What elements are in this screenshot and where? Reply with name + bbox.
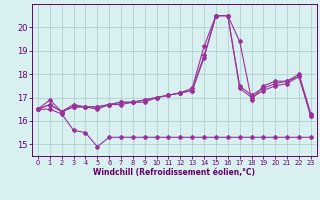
X-axis label: Windchill (Refroidissement éolien,°C): Windchill (Refroidissement éolien,°C) xyxy=(93,168,255,177)
